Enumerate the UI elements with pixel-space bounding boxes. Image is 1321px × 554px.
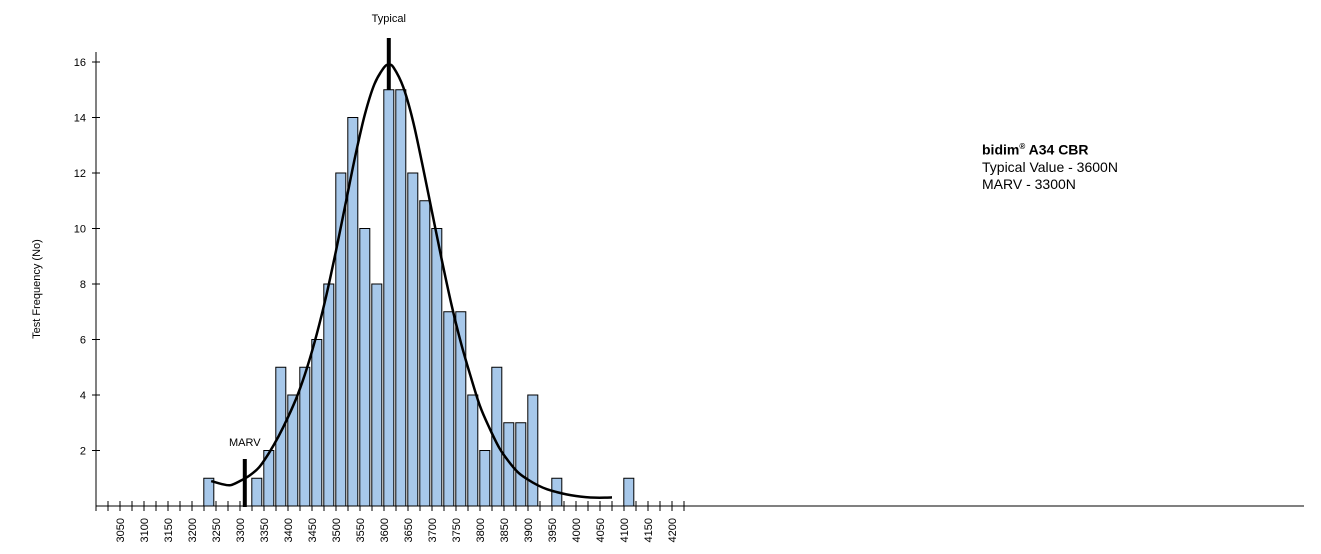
- histogram-bar: [431, 228, 443, 507]
- histogram-bar: [299, 366, 311, 507]
- histogram-bar: [503, 422, 515, 507]
- x-tick-label: 3700: [427, 518, 439, 542]
- histogram-bar: [371, 283, 383, 507]
- histogram-bar: [455, 311, 467, 507]
- x-tick-label: 3650: [403, 518, 415, 542]
- bars: [203, 89, 635, 507]
- x-tick-label: 4200: [667, 518, 679, 542]
- histogram-bar: [359, 228, 371, 507]
- legend-title-brand: bidim: [982, 141, 1020, 158]
- markers: MARV Typical: [229, 13, 406, 507]
- x-tick-label: 3600: [379, 518, 391, 542]
- histogram-bar: [467, 394, 479, 507]
- y-tick-label: 4: [80, 390, 86, 402]
- y-tick-label: 10: [74, 224, 86, 236]
- legend: bidim® A34 CBR Typical Value - 3600N MAR…: [982, 138, 1118, 193]
- histogram-bar: [311, 339, 323, 507]
- x-tick-label: 3500: [331, 518, 343, 542]
- histogram-bar: [383, 89, 395, 507]
- y-tick-label: 2: [80, 446, 86, 458]
- x-tick-label: 4050: [595, 518, 607, 542]
- x-tick-label: 3250: [211, 518, 223, 542]
- histogram-bar: [287, 394, 299, 507]
- legend-line-marv: MARV - 3300N: [982, 175, 1076, 192]
- histogram-bar: [323, 283, 335, 507]
- histogram-bar: [395, 89, 407, 507]
- y-axis-label: Test Frequency (No): [31, 239, 43, 339]
- marker-label: Typical: [372, 13, 406, 25]
- y-tick-label: 8: [80, 279, 86, 291]
- y-tick-label: 14: [74, 113, 86, 125]
- x-tick-label: 3550: [355, 518, 367, 542]
- histogram-bar: [407, 172, 419, 507]
- x-tick-label: 3750: [451, 518, 463, 542]
- x-tick-label: 3300: [235, 518, 247, 542]
- histogram-bar: [251, 477, 263, 507]
- x-tick-label: 4100: [619, 518, 631, 542]
- histogram-bar: [527, 394, 539, 507]
- marker-label: MARV: [229, 437, 261, 449]
- legend-title: bidim® A34 CBR: [982, 138, 1118, 159]
- legend-title-suffix: A34 CBR: [1028, 141, 1089, 158]
- histogram-bar: [347, 117, 359, 507]
- x-tick-label: 3200: [187, 518, 199, 542]
- y-tick-label: 12: [74, 168, 86, 180]
- x-tick-label: 3100: [139, 518, 151, 542]
- histogram-bar: [263, 450, 275, 507]
- axes: 3050 3100 3150 3200 3250 3300 3350 3400 3450 3500…: [74, 52, 1304, 542]
- x-tick-label: 4000: [571, 518, 583, 542]
- histogram-bar: [479, 450, 491, 507]
- x-tick-label: 3050: [115, 518, 127, 542]
- x-tick-label: 3400: [283, 518, 295, 542]
- histogram-bar: [515, 422, 527, 507]
- x-tick-label: 3900: [523, 518, 535, 542]
- x-tick-label: 3800: [475, 518, 487, 542]
- x-tick-label: 4150: [643, 518, 655, 542]
- histogram-bar: [419, 200, 431, 507]
- x-tick-label: 3450: [307, 518, 319, 542]
- x-tick-label: 3150: [163, 518, 175, 542]
- y-tick-label: 16: [74, 57, 86, 69]
- legend-title-mark: ®: [1019, 142, 1026, 151]
- distribution-curve-layer: [210, 63, 613, 499]
- y-tick-label: 6: [80, 335, 86, 347]
- x-tick-label: 3350: [259, 518, 271, 542]
- histogram-bar: [275, 366, 287, 507]
- distribution-curve: [210, 63, 613, 499]
- legend-line-typical: Typical Value - 3600N: [982, 158, 1118, 175]
- histogram-bar: [491, 366, 503, 507]
- histogram-bar: [335, 172, 347, 507]
- histogram-bar: [443, 311, 455, 507]
- histogram-bar: [623, 477, 635, 507]
- histogram-bar: [203, 477, 215, 507]
- x-tick-label: 3850: [499, 518, 511, 542]
- x-tick-label: 3950: [547, 518, 559, 542]
